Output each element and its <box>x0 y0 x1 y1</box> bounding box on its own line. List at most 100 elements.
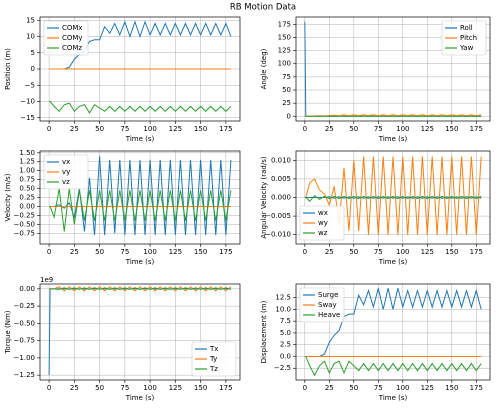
x-tick-label: 75 <box>374 125 383 133</box>
x-tick-label: 100 <box>396 125 409 133</box>
y-tick-label: 0 <box>31 65 35 73</box>
x-tick-label: 50 <box>95 384 104 392</box>
y-tick-label: 0.75 <box>19 176 35 184</box>
x-tick-label: 150 <box>194 125 207 133</box>
y-tick-label: 1.50 <box>19 149 35 157</box>
y-tick-label: 7.5 <box>280 317 291 325</box>
data-line <box>304 194 482 202</box>
y-axis-label: Position (m) <box>4 48 12 90</box>
data-line <box>304 156 482 235</box>
x-tick-label: 50 <box>349 125 358 133</box>
x-tick-label: 100 <box>396 248 409 256</box>
legend-box <box>299 287 345 323</box>
y-tick-label: 75 <box>282 73 291 81</box>
axes-frame <box>295 16 491 122</box>
legend-box <box>441 20 487 56</box>
x-tick-label: 125 <box>169 384 182 392</box>
y-tick-label: 0.00 <box>19 202 35 210</box>
y-tick-label: 150 <box>278 33 291 41</box>
legend-box <box>43 20 89 56</box>
data-line <box>49 20 232 70</box>
x-tick-label: 0 <box>303 248 307 256</box>
y-tick-label: 125 <box>278 47 291 55</box>
x-tick-label: 75 <box>120 384 129 392</box>
legend-label: Roll <box>460 24 473 32</box>
legend-label: Heave <box>318 311 340 319</box>
x-tick-label: 175 <box>219 248 232 256</box>
legend-label: wx <box>318 209 328 217</box>
y-tick-label: 0.010 <box>271 156 291 164</box>
x-tick-label: 175 <box>470 384 483 392</box>
y-tick-label: 5 <box>31 49 35 57</box>
x-tick-label: 125 <box>421 248 434 256</box>
x-tick-label: 100 <box>143 125 156 133</box>
x-tick-label: 150 <box>445 384 458 392</box>
y-tick-label: 100 <box>278 60 291 68</box>
y-tick-label: 0.25 <box>19 194 35 202</box>
x-tick-label: 125 <box>421 384 434 392</box>
x-tick-label: 150 <box>445 125 458 133</box>
x-tick-label: 50 <box>349 384 358 392</box>
y-tick-label: −0.50 <box>14 220 35 228</box>
data-line <box>49 188 232 232</box>
legend-label: COMx <box>62 24 83 32</box>
x-tick-label: 125 <box>169 125 182 133</box>
x-axis-label: Time (s) <box>378 258 408 266</box>
data-line <box>304 355 482 377</box>
x-tick-label: 150 <box>194 384 207 392</box>
y-tick-label: −0.75 <box>14 229 35 237</box>
y-axis-label: Angle (deg) <box>260 48 268 89</box>
x-axis-label: Time (s) <box>125 394 155 402</box>
legend-label: Ty <box>209 355 217 363</box>
x-tick-label: 100 <box>396 384 409 392</box>
x-tick-label: 75 <box>374 384 383 392</box>
x-tick-label: 175 <box>219 384 232 392</box>
x-tick-label: 25 <box>325 125 334 133</box>
x-tick-label: 125 <box>169 248 182 256</box>
x-tick-label: 0 <box>47 384 51 392</box>
legend-label: Pitch <box>460 34 477 42</box>
legend-label: Sway <box>318 301 337 309</box>
y-tick-label: 10 <box>26 33 35 41</box>
x-tick-label: 75 <box>120 248 129 256</box>
y-tick-label: −2.5 <box>274 364 291 372</box>
x-axis-label: Time (s) <box>378 394 408 402</box>
x-tick-label: 75 <box>374 248 383 256</box>
x-tick-label: 25 <box>325 248 334 256</box>
x-axis-label: Time (s) <box>125 135 155 143</box>
legend-label: vy <box>62 168 70 176</box>
legend-label: Tz <box>209 365 218 373</box>
y-tick-label: 0.005 <box>271 175 291 183</box>
y-axis-label: Torque (Nm) <box>4 310 12 354</box>
x-axis-label: Time (s) <box>125 258 155 266</box>
y-tick-label: −15 <box>20 114 35 122</box>
x-tick-label: 150 <box>445 248 458 256</box>
offset-label: 1e9 <box>40 276 53 284</box>
data-line <box>49 287 232 291</box>
legend-label: wy <box>318 219 328 227</box>
x-tick-label: 25 <box>70 248 79 256</box>
legend-label: vz <box>62 178 70 186</box>
y-tick-label: 175 <box>278 20 291 28</box>
data-line <box>49 101 232 114</box>
x-tick-label: 125 <box>421 125 434 133</box>
y-tick-label: −1.25 <box>14 371 35 379</box>
y-tick-label: −0.005 <box>265 212 291 220</box>
x-tick-label: 0 <box>47 248 51 256</box>
y-tick-label: −5 <box>25 81 35 89</box>
y-tick-label: 1.25 <box>19 158 35 166</box>
x-tick-label: 100 <box>143 384 156 392</box>
y-tick-label: 50 <box>282 86 291 94</box>
y-tick-label: 0.50 <box>19 185 35 193</box>
legend-label: Surge <box>318 291 338 299</box>
x-tick-label: 25 <box>325 384 334 392</box>
y-tick-label: 2.5 <box>280 341 291 349</box>
x-tick-label: 25 <box>70 125 79 133</box>
y-tick-label: −10 <box>20 98 35 106</box>
x-tick-label: 75 <box>120 125 129 133</box>
x-tick-label: 175 <box>470 125 483 133</box>
legend-label: vx <box>62 158 70 166</box>
data-line <box>304 114 482 117</box>
data-line <box>49 156 232 236</box>
